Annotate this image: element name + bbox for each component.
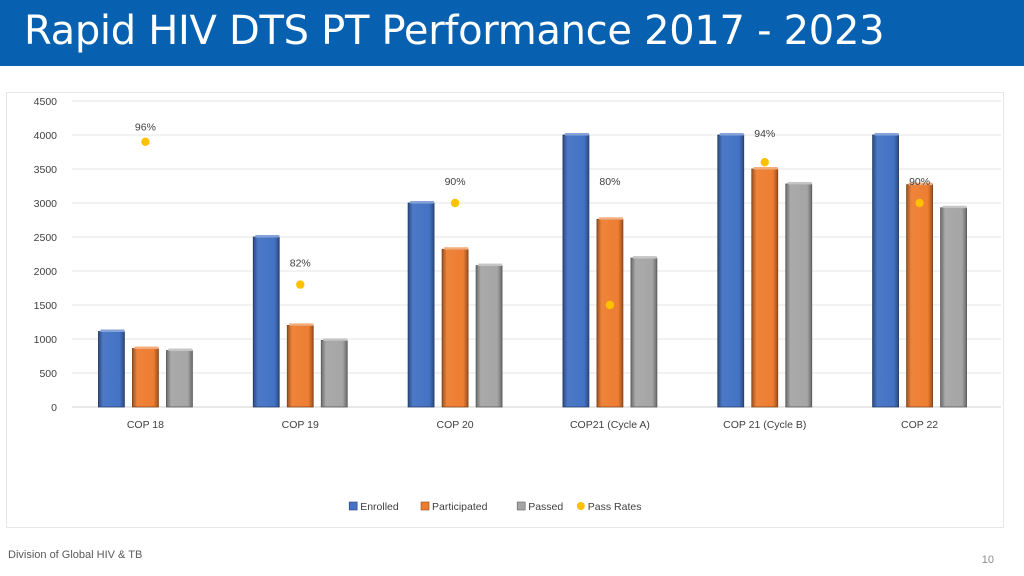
- legend-swatch: [576, 502, 585, 510]
- bar-passed: [166, 350, 193, 408]
- pass-rate-marker: [605, 300, 615, 310]
- bar-top-bevel: [410, 201, 435, 204]
- y-tick-label: 2500: [34, 232, 58, 244]
- title-bar: Rapid HIV DTS PT Performance 2017 - 2023: [0, 0, 1024, 66]
- pass-rate-marker: [450, 198, 460, 208]
- bar-participated: [751, 168, 779, 408]
- pass-rate-marker: [915, 198, 924, 208]
- bar-enrolled: [872, 134, 899, 408]
- bar-top-bevel: [942, 205, 967, 209]
- y-tick-label: 3000: [34, 198, 58, 210]
- x-tick-label: COP21 (Cycle A): [570, 419, 650, 431]
- page-number: 10: [981, 554, 994, 566]
- bar-participated: [906, 184, 933, 408]
- y-tick-label: 4000: [34, 130, 58, 142]
- bar-enrolled: [252, 236, 280, 408]
- y-tick-label: 3500: [34, 164, 58, 176]
- legend-label: Passed: [528, 501, 563, 513]
- legend-item: Passed: [516, 501, 563, 513]
- y-tick-label: 4500: [34, 96, 58, 108]
- bar-enrolled: [562, 134, 590, 408]
- bar-passed: [630, 257, 658, 408]
- bar-top-bevel: [289, 323, 314, 326]
- y-tick-label: 500: [39, 368, 57, 380]
- bar-top-bevel: [632, 256, 657, 259]
- bar-top-bevel: [255, 235, 280, 238]
- legend-item: Pass Rates: [576, 501, 642, 513]
- bar-passed: [320, 339, 348, 408]
- bar-top-bevel: [478, 263, 503, 267]
- legend-label: Pass Rates: [588, 501, 642, 513]
- y-tick-label: 1000: [34, 334, 58, 346]
- chart: 0 500 1000 1500 2000 2500 3000 3500 4000 4500 COP …: [34, 96, 1001, 513]
- bar-top-bevel: [134, 346, 159, 350]
- bar-top-bevel: [753, 167, 778, 170]
- bar-enrolled: [98, 331, 125, 408]
- bar-top-bevel: [874, 133, 899, 136]
- x-tick-label: COP 22: [901, 419, 938, 431]
- pass-rate-label: 90%: [445, 176, 466, 188]
- y-tick-label: 0: [51, 402, 57, 414]
- bar-top-bevel: [444, 247, 469, 250]
- bar-passed: [940, 207, 967, 408]
- x-tick-label: COP 18: [127, 419, 164, 431]
- y-tick-label: 1500: [34, 300, 58, 312]
- bar-top-bevel: [323, 338, 348, 341]
- bar-top-bevel: [598, 217, 623, 220]
- bar-participated: [441, 248, 469, 408]
- bar-top-bevel: [787, 181, 812, 185]
- bar-participated: [286, 324, 314, 408]
- pass-rate-marker: [760, 158, 769, 167]
- legend-label: Enrolled: [360, 501, 399, 513]
- y-tick-label: 2000: [34, 266, 58, 278]
- footer-text: Division of Global HIV & TB: [8, 549, 143, 561]
- x-tick-label: COP 20: [436, 419, 473, 431]
- x-tick-label: COP 19: [282, 419, 319, 431]
- chart-container: 0 500 1000 1500 2000 2500 3000 3500 4000 4500 COP …: [6, 92, 1004, 528]
- bar-top-bevel: [100, 329, 125, 333]
- slide-title: Rapid HIV DTS PT Performance 2017 - 2023: [24, 8, 885, 54]
- legend-item: Participated: [420, 501, 488, 513]
- bar-enrolled: [717, 134, 745, 408]
- legend-swatch: [516, 501, 526, 511]
- bar-top-bevel: [719, 133, 744, 136]
- pass-rate-marker: [296, 280, 305, 289]
- bar-top-bevel: [168, 348, 193, 352]
- pass-rate-label: 96%: [135, 121, 156, 133]
- bar-passed: [475, 265, 503, 408]
- pass-rate-label: 80%: [599, 176, 620, 188]
- bar-participated: [132, 348, 159, 408]
- legend-swatch: [348, 501, 358, 511]
- pass-rate-label: 94%: [754, 128, 775, 140]
- legend-swatch: [420, 501, 430, 511]
- bar-top-bevel: [564, 133, 589, 136]
- bar-passed: [785, 183, 813, 408]
- pass-rate-label: 82%: [290, 257, 311, 269]
- legend-label: Participated: [432, 501, 488, 513]
- pass-rate-marker: [141, 137, 150, 146]
- pass-rate-label: 90%: [909, 176, 930, 188]
- bar-participated: [596, 218, 624, 408]
- bar-enrolled: [407, 202, 435, 408]
- legend-item: Enrolled: [348, 501, 399, 513]
- bar-top-bevel: [908, 182, 933, 186]
- x-tick-label: COP 21 (Cycle B): [723, 419, 806, 431]
